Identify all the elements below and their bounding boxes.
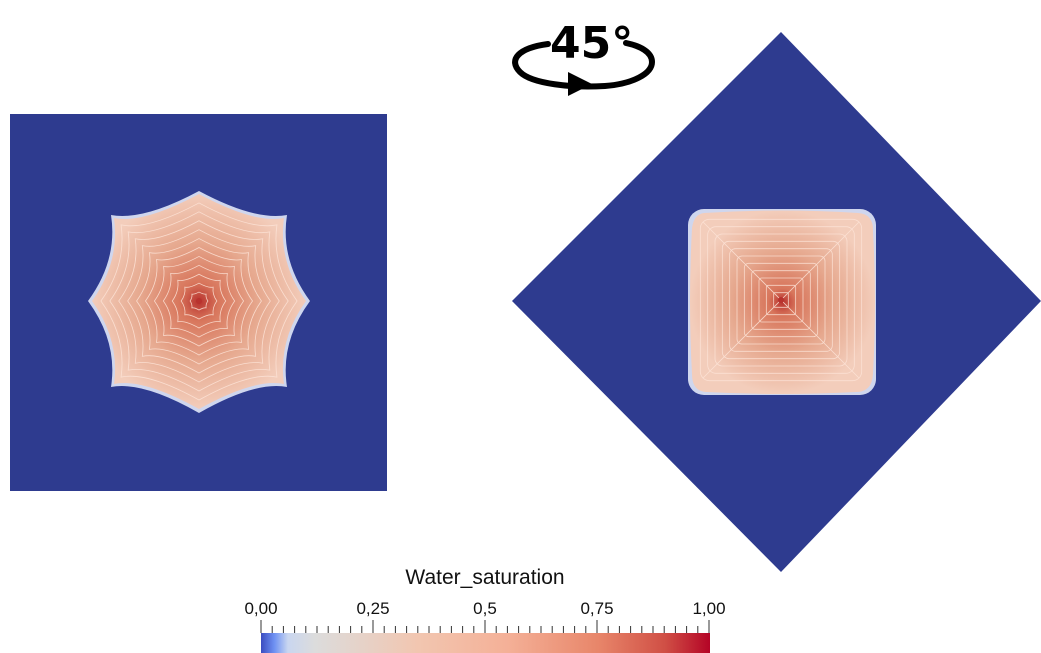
colorbar-tick-label-1: 0,25 xyxy=(356,599,389,618)
contour-line xyxy=(100,202,298,401)
original-injection-point xyxy=(196,298,202,304)
contour-line xyxy=(162,264,236,338)
contour-line xyxy=(751,270,811,330)
colorbar-tick-label-4: 1,00 xyxy=(692,599,725,618)
contour-line xyxy=(180,282,218,320)
rotated-injection-point xyxy=(778,297,784,303)
contour-line xyxy=(699,218,863,382)
contour-line xyxy=(127,229,271,374)
contour-line xyxy=(773,292,789,308)
contour-line xyxy=(145,247,253,356)
contour-line xyxy=(118,220,280,383)
rotation-angle-label: 45° xyxy=(550,18,633,69)
contour-line xyxy=(714,233,848,367)
rotation-indicator: 45° xyxy=(512,18,656,96)
contour-line xyxy=(109,211,289,392)
original-domain-panel xyxy=(10,114,387,491)
colorbar-tick-label-2: 0,5 xyxy=(473,599,497,618)
contour-line xyxy=(758,277,804,323)
contour-line xyxy=(707,226,855,374)
contour-line xyxy=(171,273,227,329)
colorbar-ticks xyxy=(260,620,710,633)
contour-line xyxy=(743,262,819,338)
colorbar-title: Water_saturation xyxy=(405,566,564,589)
rotated-domain-panel xyxy=(512,32,1041,572)
contour-line xyxy=(729,248,833,352)
contour-line xyxy=(765,284,797,316)
rotate-arrowhead-icon xyxy=(568,72,592,96)
contour-line xyxy=(736,255,826,345)
original-plume-contours xyxy=(100,202,298,401)
colorbar-tick-label-3: 0,75 xyxy=(580,599,613,618)
contour-line xyxy=(136,238,262,365)
contour-line xyxy=(721,240,841,360)
rotate-arrow-icon xyxy=(512,40,656,90)
contour-line xyxy=(153,255,245,347)
colorbar-tick-label-0: 0,00 xyxy=(244,599,277,618)
contour-line xyxy=(189,291,209,311)
colorbar: Water_saturation 0,00 0,25 0,5 0,75 1,00 xyxy=(244,566,726,653)
colorbar-gradient xyxy=(261,633,710,653)
